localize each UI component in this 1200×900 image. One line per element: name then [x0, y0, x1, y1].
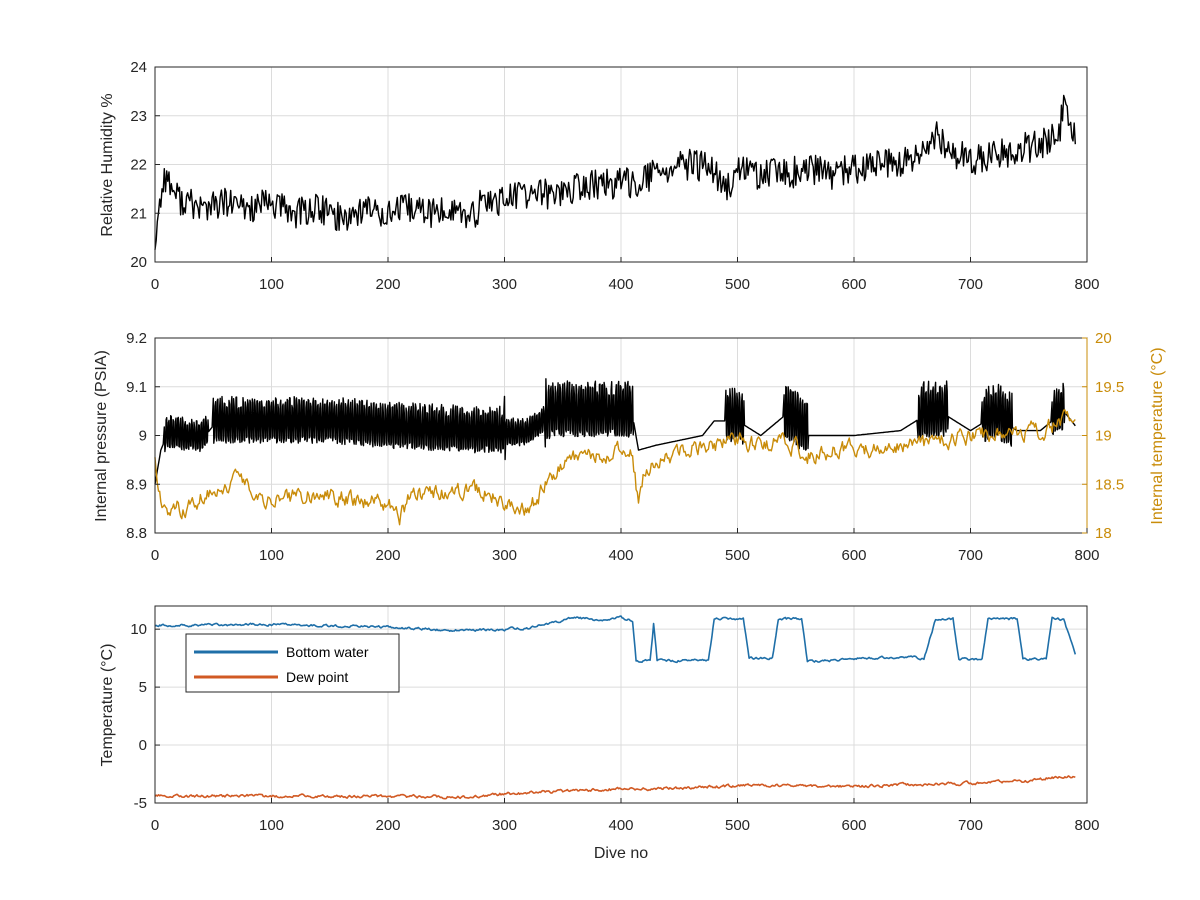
x-tick-label: 800 [1074, 276, 1099, 293]
x-tick-label: 100 [259, 276, 284, 293]
x-tick-label: 100 [259, 547, 284, 564]
x-tick-label: 700 [958, 276, 983, 293]
x-tick-label: 200 [375, 276, 400, 293]
legend: Bottom water Dew point [185, 633, 400, 693]
x-tick-label: 300 [492, 817, 517, 834]
y-tick-label: 24 [130, 59, 147, 76]
x-tick-label: 100 [259, 817, 284, 834]
humidity-series [154, 94, 1076, 250]
x-tick-label: 0 [151, 276, 159, 293]
pressure-y-label: Internal pressure (PSIA) [93, 350, 110, 522]
pressure-series [154, 378, 1076, 526]
x-tick-label: 600 [841, 547, 866, 564]
y-tick-label: 8.9 [126, 476, 147, 493]
series-line-panel2-1 [154, 378, 1076, 485]
temperature-y-label: Temperature (°C) [99, 644, 116, 767]
y2-tick-label: 19 [1095, 428, 1112, 445]
temperature-right-y-label: Internal temperature (°C) [1149, 347, 1166, 524]
x-tick-label: 500 [725, 276, 750, 293]
x-tick-label: 400 [608, 817, 633, 834]
humidity-panel: 0 100 200 300 400 500 600 700 800 20 21 22 23 24 Rel… [99, 59, 1100, 293]
y-tick-label: 9 [139, 428, 147, 445]
humidity-y-ticks: 20 21 22 23 24 [130, 59, 160, 271]
legend-box [185, 633, 400, 693]
x-tick-label: 500 [725, 547, 750, 564]
x-tick-label: 500 [725, 817, 750, 834]
y2-tick-label: 19.5 [1095, 379, 1124, 396]
series-line-panel2-2 [154, 409, 1076, 526]
pressure-x-ticks: 0 100 200 300 400 500 600 700 800 [151, 528, 1100, 564]
y-tick-label: 9.2 [126, 330, 147, 347]
y2-tick-label: 20 [1095, 330, 1112, 347]
x-tick-label: 800 [1074, 817, 1099, 834]
y-tick-label: 5 [139, 679, 147, 696]
y-tick-label: 8.8 [126, 525, 147, 542]
y-tick-label: -5 [134, 795, 147, 812]
legend-label-bottom-water: Bottom water [286, 644, 369, 660]
x-tick-label: 700 [958, 547, 983, 564]
x-tick-label: 300 [492, 547, 517, 564]
x-tick-label: 800 [1074, 547, 1099, 564]
x-tick-label: 400 [608, 276, 633, 293]
temperature-right-y-ticks: 18 18.5 19 19.5 20 [1082, 330, 1124, 542]
y-tick-label: 22 [130, 157, 147, 174]
x-tick-label: 700 [958, 817, 983, 834]
x-tick-label: 0 [151, 817, 159, 834]
x-tick-label: 200 [375, 547, 400, 564]
x-tick-label: 300 [492, 276, 517, 293]
x-tick-label: 600 [841, 817, 866, 834]
pressure-panel: 0 100 200 300 400 500 600 700 800 8.88.999.19.2 … [93, 330, 1166, 564]
x-tick-label: 600 [841, 276, 866, 293]
y2-tick-label: 18.5 [1095, 476, 1124, 493]
humidity-y-label: Relative Humidity % [99, 93, 116, 236]
humidity-x-ticks: 0 100 200 300 400 500 600 700 800 [151, 257, 1100, 293]
y-tick-label: 20 [130, 254, 147, 271]
series-line-bottom-water [154, 615, 1077, 664]
y-tick-label: 10 [130, 621, 147, 638]
legend-label-dew-point: Dew point [286, 669, 348, 685]
y-tick-label: 21 [130, 205, 147, 222]
y-tick-label: 23 [130, 108, 147, 125]
x-tick-label: 0 [151, 547, 159, 564]
temperature-x-ticks: 0 100 200 300 400 500 600 700 800 [151, 798, 1100, 834]
temperature-x-label: Dive no [594, 845, 648, 862]
pressure-y-ticks: 8.8 8.9 9 9.1 9.2 [126, 330, 160, 542]
y-tick-label: 9.1 [126, 379, 147, 396]
temperature-y-ticks: -5 0 5 10 [130, 621, 160, 812]
x-tick-label: 200 [375, 817, 400, 834]
y2-tick-label: 18 [1095, 525, 1112, 542]
y-tick-label: 0 [139, 737, 147, 754]
x-tick-label: 400 [608, 547, 633, 564]
series-line-dew-point [154, 775, 1076, 800]
temperature-series [154, 615, 1077, 800]
series-line-panel1-1 [154, 94, 1076, 250]
